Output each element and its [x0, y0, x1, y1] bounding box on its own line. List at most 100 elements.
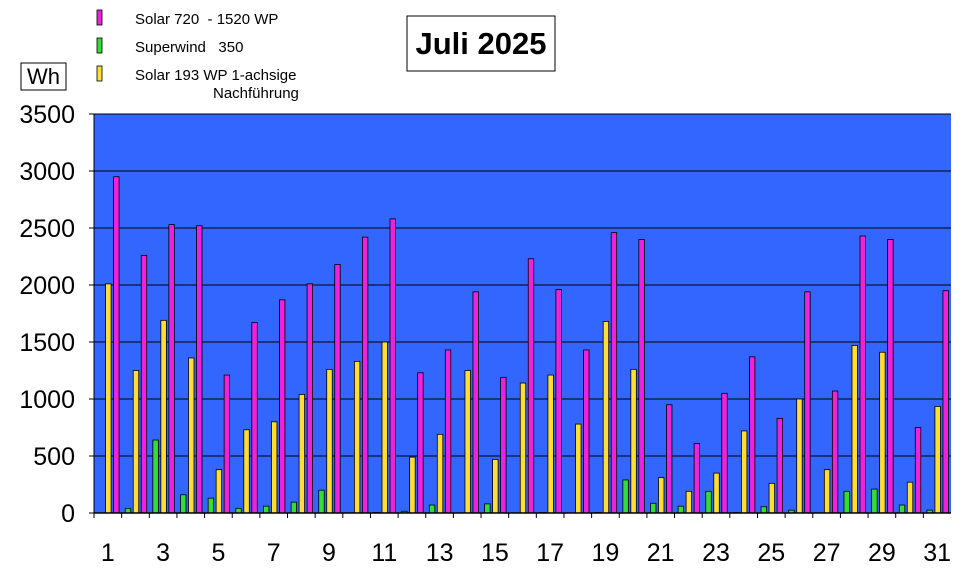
bar: [749, 356, 756, 514]
x-tick-label: 31: [923, 539, 951, 567]
bar: [638, 238, 645, 514]
bar: [492, 459, 499, 514]
bar: [215, 469, 223, 514]
y-tick-label: 0: [61, 500, 75, 528]
x-tick-label: 27: [813, 539, 841, 567]
x-tick-label: 13: [426, 539, 454, 567]
bar: [887, 238, 894, 514]
bar: [851, 345, 858, 514]
bar: [527, 258, 535, 514]
bar: [223, 374, 231, 514]
bar: [298, 394, 305, 514]
x-tick-label: 29: [868, 539, 896, 567]
x-tick-label: 3: [156, 539, 170, 567]
bar: [152, 439, 159, 514]
bar: [472, 291, 479, 514]
bar: [942, 290, 949, 514]
bar: [409, 456, 416, 514]
bar: [658, 477, 665, 514]
bar: [804, 291, 811, 514]
bar: [934, 406, 941, 514]
bar: [290, 501, 297, 514]
bar: [271, 421, 278, 514]
bar: [263, 505, 270, 514]
bar: [879, 351, 886, 514]
bar: [610, 232, 618, 514]
x-tick-label: 19: [591, 539, 619, 567]
bar: [859, 235, 866, 514]
bar: [243, 429, 250, 514]
bar: [685, 490, 693, 514]
bar: [776, 417, 783, 514]
legend-label: Superwind 350: [135, 39, 243, 56]
bar: [583, 349, 590, 514]
bar: [760, 506, 767, 514]
bar: [555, 289, 562, 514]
bar: [693, 443, 701, 514]
bar: [381, 341, 388, 514]
bar: [898, 504, 906, 514]
y-tick-label: 3500: [19, 101, 75, 129]
bar: [132, 370, 140, 514]
bar: [630, 368, 637, 514]
legend-swatch: [96, 37, 103, 54]
bar: [666, 404, 673, 514]
chart-title: Juli 2025: [416, 26, 547, 61]
y-axis-unit: Wh: [27, 64, 60, 89]
bar: [306, 283, 313, 514]
axes: [89, 113, 951, 518]
bar: [823, 469, 831, 514]
bar: [361, 236, 369, 514]
legend: Solar 720 - 1520 WP Superwind 350 Solar 19…: [96, 9, 299, 102]
bar: [713, 472, 720, 514]
legend-swatch: [96, 9, 103, 26]
bar: [677, 505, 685, 514]
y-tick-label: 500: [33, 443, 75, 471]
bar: [464, 370, 471, 514]
bar: [484, 503, 491, 514]
bar: [575, 423, 582, 514]
bar: [831, 390, 839, 514]
bar: [444, 349, 452, 514]
x-tick-label: 5: [211, 539, 225, 567]
x-tick-label: 23: [702, 539, 730, 567]
bar: [796, 398, 803, 514]
legend-swatch: [96, 65, 103, 82]
bar: [721, 392, 728, 514]
x-tick-label: 7: [267, 539, 281, 567]
bar: [914, 427, 922, 514]
legend-label: Solar 193 WP 1-achsige: [135, 67, 296, 84]
y-tick-label: 2000: [19, 272, 75, 300]
bar: [140, 254, 148, 514]
x-tick-label: 11: [371, 539, 397, 567]
bar: [318, 489, 325, 514]
y-tick-labels: 0 500 1000 1500 2000 2500 3000 3500: [19, 101, 75, 528]
bar: [602, 321, 610, 514]
x-tick-label: 1: [101, 539, 115, 567]
bar: [168, 224, 175, 514]
bar: [547, 374, 554, 514]
bar: [279, 299, 286, 514]
bar: [180, 494, 187, 514]
bar: [326, 368, 333, 514]
bar: [705, 490, 712, 514]
bar: [207, 497, 215, 514]
bar: [417, 372, 424, 514]
x-tick-label: 17: [536, 539, 564, 567]
bar: [741, 430, 748, 514]
bar: [105, 283, 112, 514]
y-tick-label: 3000: [19, 158, 75, 186]
x-tick-label: 15: [481, 539, 509, 567]
y-tick-label: 1000: [19, 386, 75, 414]
x-tick-label: 25: [757, 539, 785, 567]
bar: [436, 433, 444, 514]
x-tick-label: 21: [647, 539, 675, 567]
bar: [188, 357, 195, 514]
bar: [519, 382, 527, 514]
bar: [622, 479, 629, 514]
y-tick-label: 1500: [19, 329, 75, 357]
bar: [843, 490, 850, 514]
bar: [500, 376, 507, 514]
x-tick-label: 9: [322, 539, 336, 567]
